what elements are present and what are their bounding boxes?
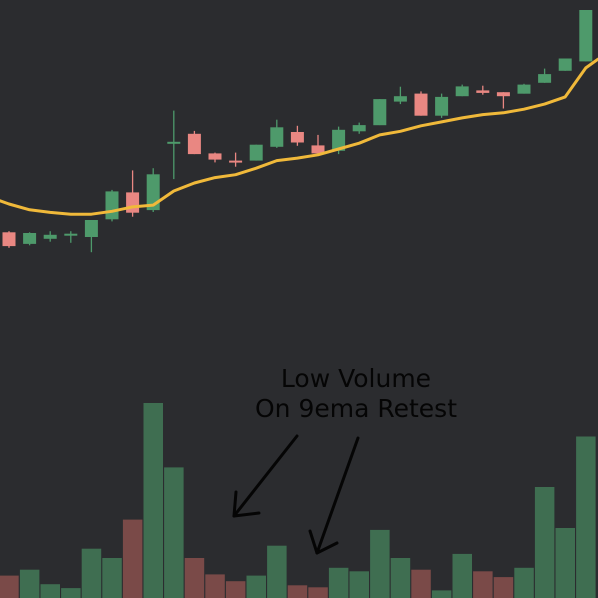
ema9-line xyxy=(0,57,598,216)
candle-body xyxy=(558,58,572,71)
candle-body xyxy=(84,220,98,237)
candle xyxy=(249,144,263,161)
volume-bar xyxy=(0,575,19,598)
candle-body xyxy=(229,160,243,163)
candle-body xyxy=(126,192,140,213)
volume-bar xyxy=(452,553,472,598)
candle xyxy=(393,86,407,105)
candle xyxy=(476,85,490,95)
candle xyxy=(435,93,449,118)
volume-bar xyxy=(267,545,287,598)
volume-bar xyxy=(514,567,534,598)
candle-body xyxy=(517,84,531,94)
volume-bar xyxy=(308,587,328,598)
candle-body xyxy=(290,132,304,143)
arrow-icon-right xyxy=(308,436,360,555)
annotation: Low Volume On 9ema Retest xyxy=(232,364,457,555)
candle-body xyxy=(249,144,263,161)
candle-body xyxy=(2,232,16,247)
candle-body xyxy=(332,129,346,151)
candle xyxy=(43,231,57,242)
candle-body xyxy=(496,92,510,97)
candles xyxy=(2,10,593,253)
candle xyxy=(208,152,222,163)
candle xyxy=(517,83,531,94)
volume-bar xyxy=(40,584,60,598)
volume-bar xyxy=(19,569,40,598)
volume-bar xyxy=(534,487,555,598)
candle xyxy=(455,84,469,97)
volume-bar xyxy=(349,571,369,598)
candle xyxy=(290,125,304,146)
candle xyxy=(311,134,325,156)
candle-body xyxy=(43,234,57,239)
candle xyxy=(229,152,243,167)
candle xyxy=(84,220,98,253)
volume-bar xyxy=(287,585,308,598)
volume-bar xyxy=(431,590,452,598)
volume-bar xyxy=(246,575,266,598)
candle-body xyxy=(187,133,201,155)
arrow-icon-left xyxy=(232,434,299,518)
candle xyxy=(270,119,284,148)
candle-body xyxy=(435,96,449,116)
candle-body xyxy=(208,153,222,160)
candle xyxy=(373,99,387,126)
candle xyxy=(2,231,16,248)
candle xyxy=(579,10,593,62)
annotation-line-2: On 9ema Retest xyxy=(255,394,457,423)
volume-bar xyxy=(184,558,205,598)
candle xyxy=(352,122,366,134)
volume-bar xyxy=(576,436,596,598)
candle-body xyxy=(23,233,37,244)
candle-body xyxy=(538,74,552,83)
volume-bar xyxy=(61,588,81,598)
volume-bar xyxy=(102,558,122,598)
volume-bar xyxy=(493,577,514,598)
candle-body xyxy=(311,145,325,154)
candle-body xyxy=(414,93,428,116)
candle xyxy=(23,232,37,246)
candle-body xyxy=(373,99,387,126)
candle-body xyxy=(579,10,593,62)
candle-body xyxy=(476,90,490,93)
candle xyxy=(496,92,510,109)
volume-bar xyxy=(390,558,411,598)
volume-bar xyxy=(205,574,225,598)
candle xyxy=(126,170,140,217)
candle-body xyxy=(64,233,78,236)
volume-bar xyxy=(143,403,163,598)
candle xyxy=(538,68,552,83)
candle xyxy=(167,110,181,180)
annotation-line-1: Low Volume xyxy=(281,364,431,393)
candle xyxy=(414,91,428,116)
candle-body xyxy=(393,96,407,102)
ema-line-group xyxy=(0,57,598,216)
candle xyxy=(187,130,201,155)
volume-bar xyxy=(225,581,246,598)
candle xyxy=(558,58,572,71)
volume-bars xyxy=(0,403,596,598)
volume-bar xyxy=(81,548,102,598)
volume-bar xyxy=(370,529,390,598)
volume-bar xyxy=(122,519,143,598)
candle xyxy=(64,231,78,243)
candle-body xyxy=(455,86,469,97)
volume-bar xyxy=(328,567,349,598)
volume-bar xyxy=(473,571,493,598)
candle xyxy=(105,189,119,222)
candle-body xyxy=(352,125,366,132)
volume-bar xyxy=(411,569,431,598)
candle-body xyxy=(105,191,119,220)
candle-body xyxy=(270,127,284,147)
volume-bar xyxy=(164,467,184,598)
candle-body xyxy=(167,141,181,144)
volume-bar xyxy=(555,528,575,598)
